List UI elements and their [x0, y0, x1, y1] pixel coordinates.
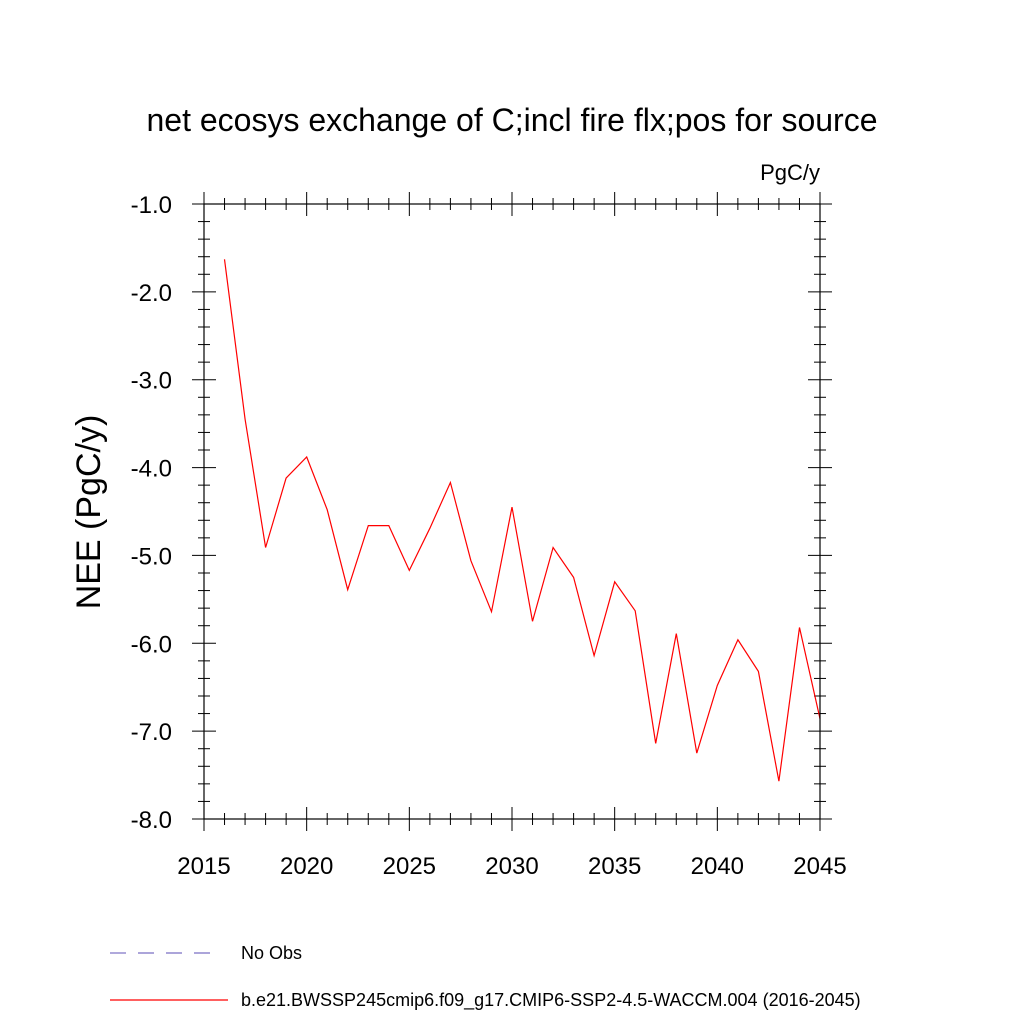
legend: No Obs b.e21.BWSSP245cmip6.f09_g17.CMIP6…: [110, 943, 861, 1011]
chart-title: net ecosys exchange of C;incl fire flx;p…: [146, 102, 877, 138]
x-tick-label: 2035: [588, 853, 641, 880]
axis-ticks: [192, 192, 832, 831]
y-tick-label: -6.0: [131, 631, 172, 658]
x-tick-label: 2045: [793, 853, 846, 880]
y-tick-label: -4.0: [131, 456, 172, 483]
x-tick-label: 2030: [485, 853, 538, 880]
series-layer: [223, 259, 821, 782]
x-tick-label: 2040: [691, 853, 744, 880]
y-tick-label: -8.0: [131, 807, 172, 834]
y-tick-label: -2.0: [131, 280, 172, 307]
y-tick-label: -1.0: [131, 192, 172, 219]
tick-labels: 2015 2020 2025 2030 2035 2040 2045 -1.0 -2.0 -3.0…: [131, 192, 847, 880]
x-tick-label: 2020: [280, 853, 333, 880]
plot-frame: [203, 203, 821, 820]
legend-label-model-run: b.e21.BWSSP245cmip6.f09_g17.CMIP6-SSP2-4…: [241, 990, 861, 1011]
series-line-model-run: [223, 259, 821, 782]
y-axis-label: NEE (PgC/y): [70, 415, 108, 610]
y-tick-label: -5.0: [131, 543, 172, 570]
y-tick-label: -3.0: [131, 368, 172, 395]
x-tick-label: 2015: [177, 853, 230, 880]
legend-label-no-obs: No Obs: [241, 943, 302, 963]
x-tick-label: 2025: [383, 853, 436, 880]
y-tick-label: -7.0: [131, 719, 172, 746]
units-label: PgC/y: [760, 160, 820, 185]
